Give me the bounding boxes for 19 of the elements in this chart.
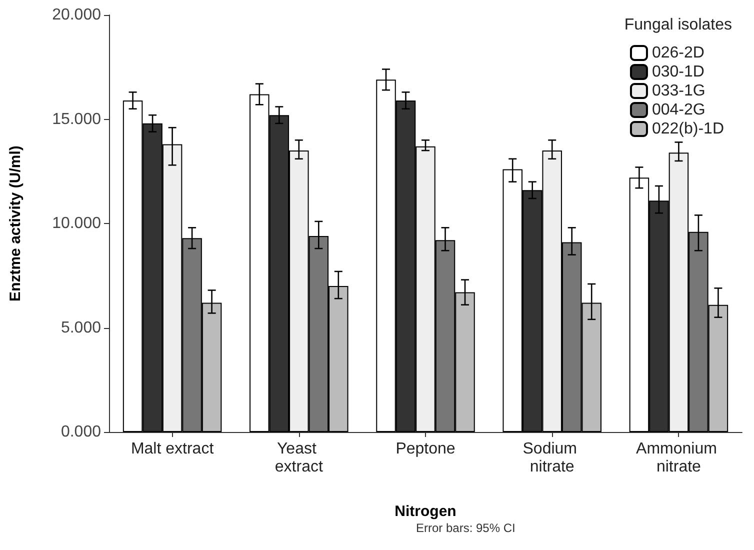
x-tick-label: Peptone bbox=[396, 440, 456, 458]
x-tick-label: Yeast extract bbox=[274, 440, 324, 476]
legend-label: 030-1D bbox=[652, 64, 704, 80]
legend-label: 033-1G bbox=[652, 82, 706, 100]
legend-label: 004-2G bbox=[652, 102, 706, 118]
y-tick-label: 0.000 bbox=[60, 424, 102, 440]
x-tick-label: Sodium nitrate bbox=[522, 440, 582, 476]
y-tick-label: 5.000 bbox=[60, 319, 102, 336]
y-tick-label: 10.000 bbox=[52, 215, 102, 232]
x-tick-label: Ammonium nitrate bbox=[636, 440, 722, 476]
y-tick-label: 20.000 bbox=[52, 6, 102, 24]
x-tick-label: Malt extract bbox=[130, 440, 214, 458]
y-tick-label: 15.000 bbox=[52, 110, 102, 128]
text: Error bars: 95% CI bbox=[416, 521, 516, 535]
x-axis-title: Nitrogen bbox=[394, 503, 456, 520]
y-axis-title: Enztme activity (U/ml) bbox=[7, 146, 24, 302]
legend-label: 022(b)-1D bbox=[652, 120, 724, 138]
legend-label: 026-2D bbox=[652, 44, 704, 62]
legend-title: Fungal isolates bbox=[624, 16, 732, 34]
